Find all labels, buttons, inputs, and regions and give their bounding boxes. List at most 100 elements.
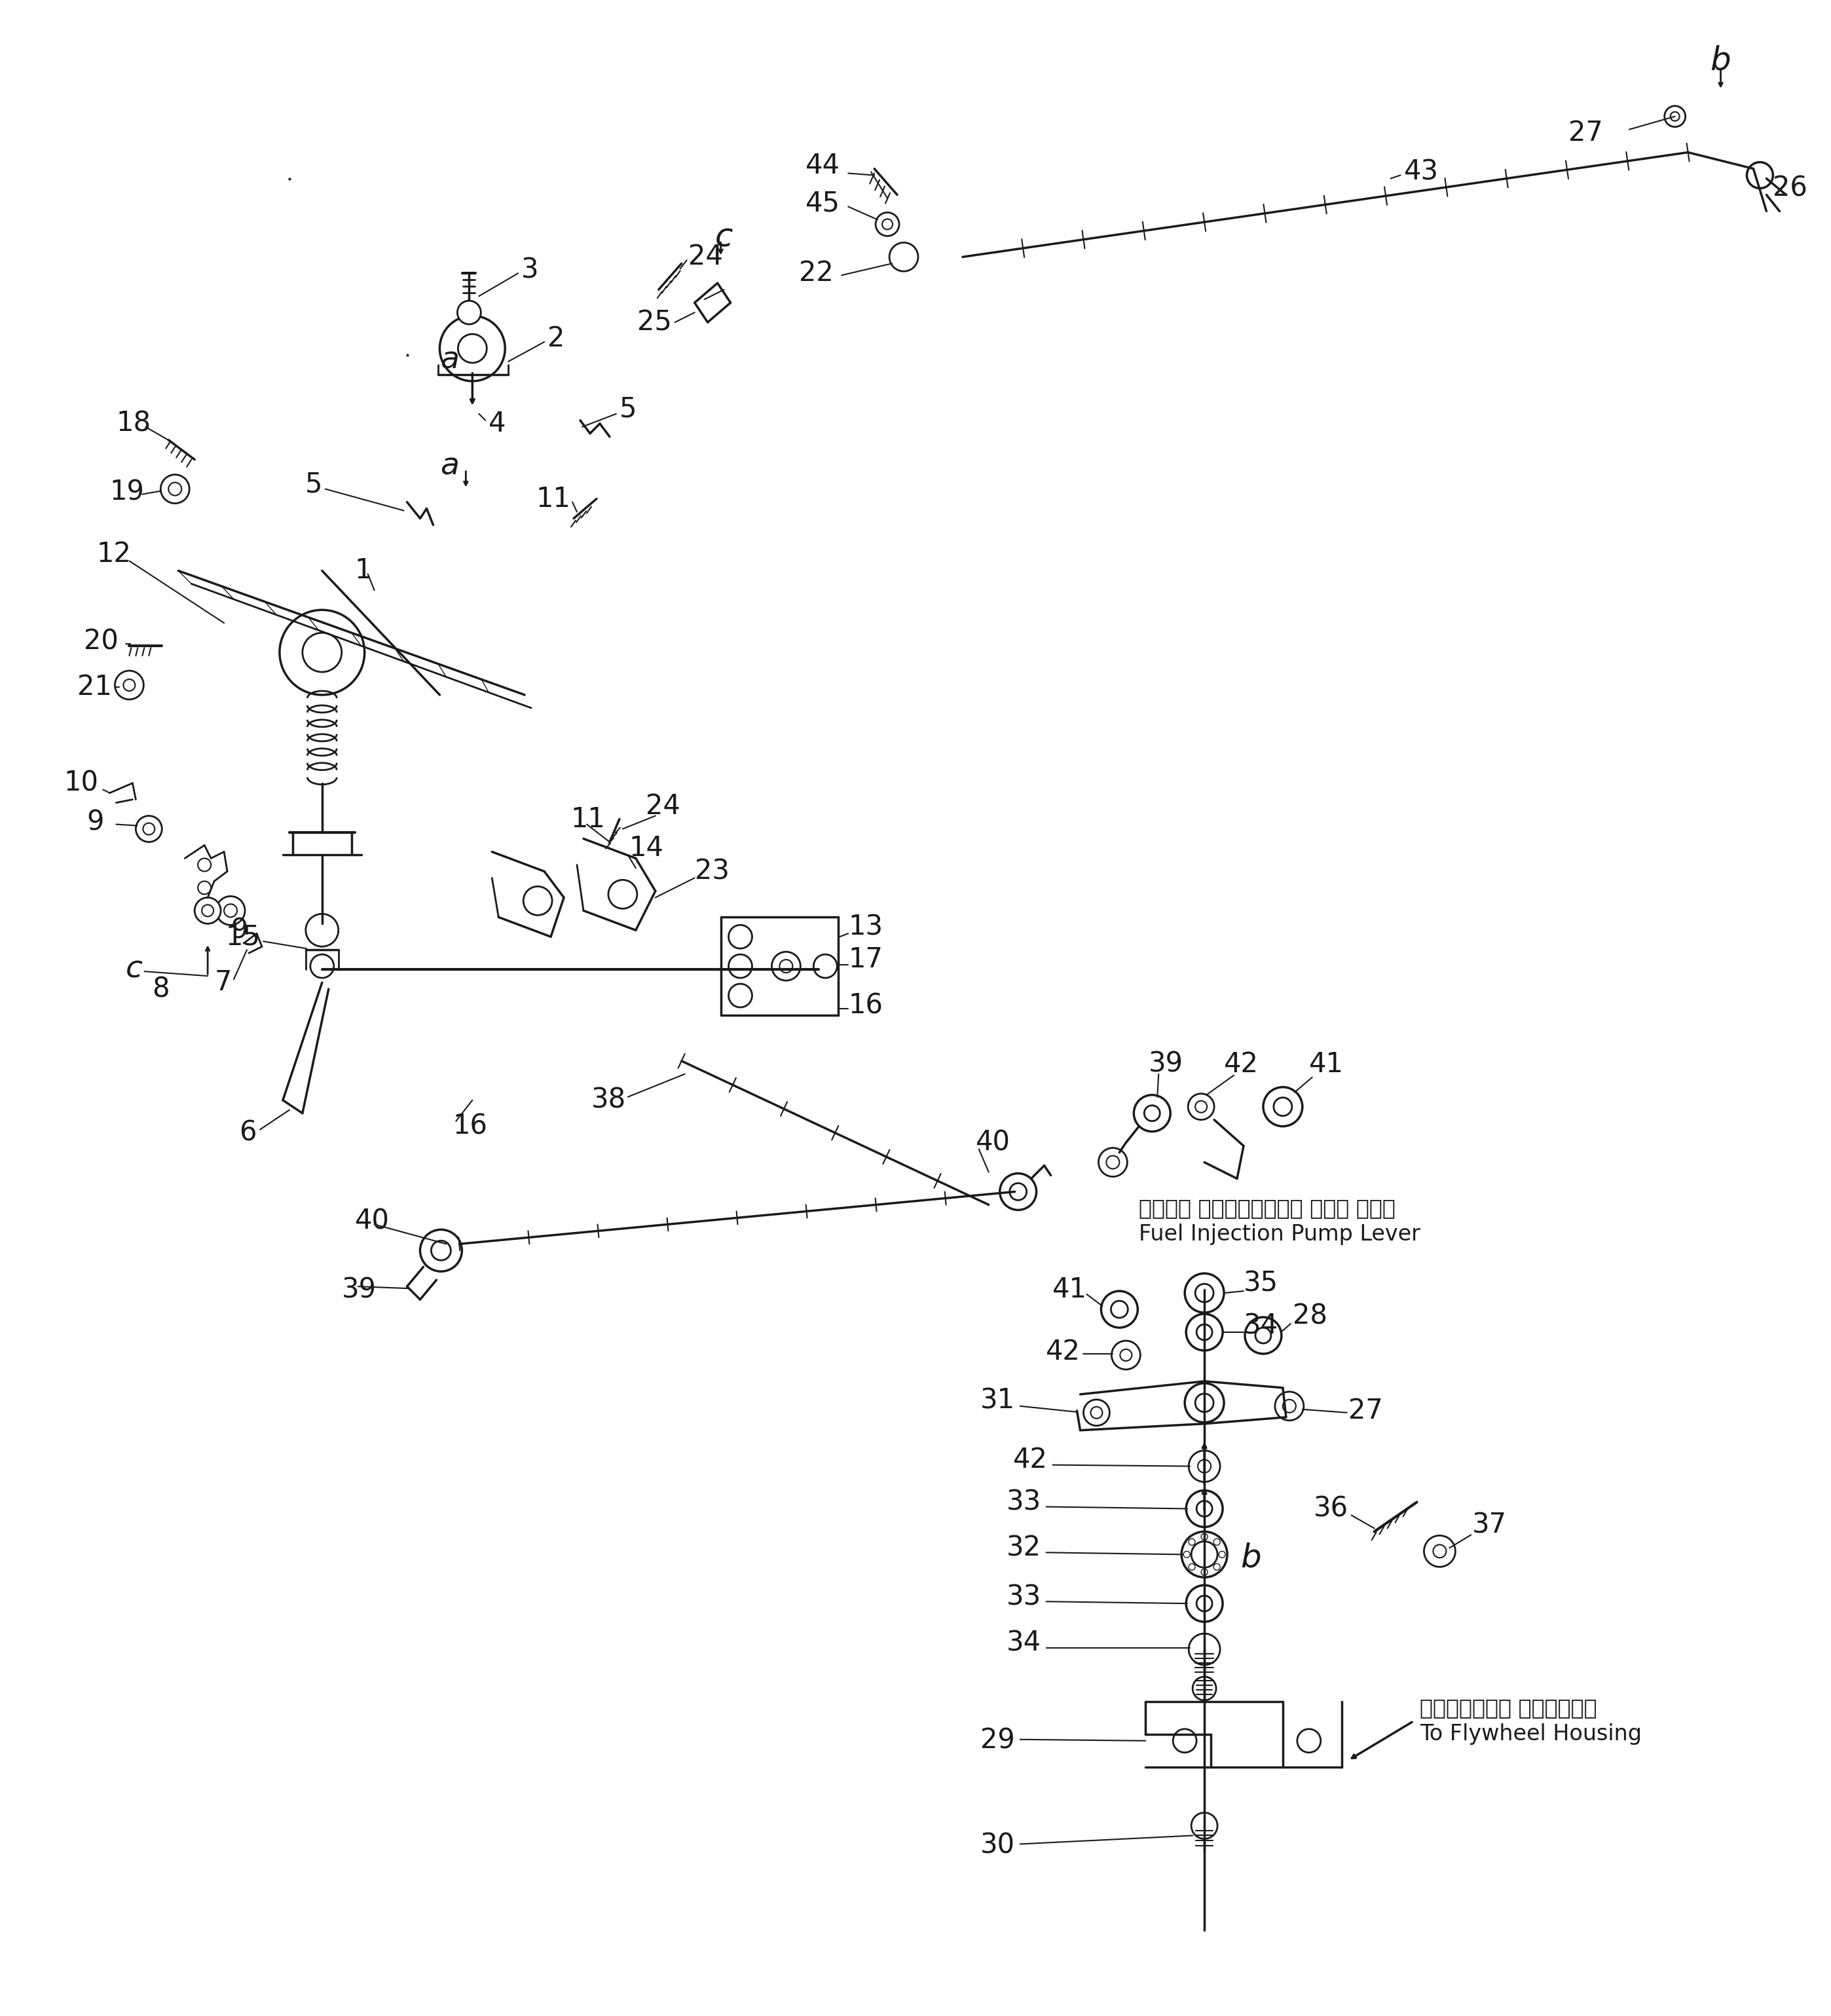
Text: b: b xyxy=(1240,1542,1262,1572)
Circle shape xyxy=(198,881,211,895)
Circle shape xyxy=(1274,1391,1304,1421)
Text: 17: 17 xyxy=(848,946,883,974)
Circle shape xyxy=(1133,1095,1170,1131)
Circle shape xyxy=(1196,1325,1212,1341)
Circle shape xyxy=(223,903,236,917)
Text: Fuel Injection Pump Lever: Fuel Injection Pump Lever xyxy=(1139,1224,1421,1246)
Circle shape xyxy=(1099,1147,1128,1177)
Text: 33: 33 xyxy=(1005,1488,1042,1516)
Text: c: c xyxy=(125,956,143,984)
Circle shape xyxy=(1196,1500,1212,1516)
Circle shape xyxy=(1144,1105,1159,1121)
Text: 41: 41 xyxy=(1053,1276,1088,1304)
Circle shape xyxy=(1274,1097,1293,1115)
Circle shape xyxy=(1185,1274,1223,1312)
Text: フライホイール ハウジングヘ: フライホイール ハウジングヘ xyxy=(1421,1697,1597,1720)
Circle shape xyxy=(432,1240,450,1260)
Circle shape xyxy=(1091,1407,1102,1419)
Circle shape xyxy=(201,905,214,917)
Circle shape xyxy=(1192,1812,1218,1839)
Circle shape xyxy=(1111,1341,1141,1369)
Circle shape xyxy=(309,954,333,978)
Circle shape xyxy=(1214,1538,1219,1544)
Text: 33: 33 xyxy=(1005,1583,1042,1611)
Text: 35: 35 xyxy=(1243,1270,1278,1296)
Text: 14: 14 xyxy=(630,835,665,863)
Text: 40: 40 xyxy=(976,1129,1011,1157)
Circle shape xyxy=(875,212,899,236)
Text: 45: 45 xyxy=(806,190,840,218)
Text: 22: 22 xyxy=(798,260,833,286)
Text: 1: 1 xyxy=(355,556,372,585)
Text: 15: 15 xyxy=(225,923,260,950)
Circle shape xyxy=(1214,1564,1219,1570)
Circle shape xyxy=(1183,1550,1190,1558)
Circle shape xyxy=(1174,1730,1196,1752)
Text: 43: 43 xyxy=(1404,157,1439,185)
Text: 11: 11 xyxy=(571,804,604,833)
Circle shape xyxy=(135,816,161,843)
Circle shape xyxy=(280,611,364,696)
Circle shape xyxy=(168,482,181,496)
Text: 18: 18 xyxy=(115,409,150,437)
Circle shape xyxy=(608,879,637,909)
Text: 32: 32 xyxy=(1007,1534,1042,1562)
Text: 38: 38 xyxy=(591,1087,626,1115)
Text: c: c xyxy=(714,222,732,254)
Text: 36: 36 xyxy=(1313,1496,1348,1522)
Circle shape xyxy=(1196,1101,1207,1113)
Text: a: a xyxy=(439,452,460,482)
Circle shape xyxy=(1188,1452,1219,1482)
Circle shape xyxy=(813,954,837,978)
Text: 5: 5 xyxy=(619,395,637,423)
Circle shape xyxy=(1263,1087,1302,1127)
Text: 41: 41 xyxy=(1309,1050,1344,1079)
Circle shape xyxy=(419,1230,461,1272)
Circle shape xyxy=(1197,1460,1210,1474)
Text: 28: 28 xyxy=(1293,1302,1327,1331)
Circle shape xyxy=(439,317,505,381)
Circle shape xyxy=(771,952,800,980)
Circle shape xyxy=(1188,1093,1214,1119)
Circle shape xyxy=(306,913,339,948)
Text: 37: 37 xyxy=(1472,1512,1507,1538)
Text: b: b xyxy=(1710,44,1730,77)
Text: 11: 11 xyxy=(536,486,571,512)
Circle shape xyxy=(1296,1730,1320,1752)
Circle shape xyxy=(729,954,753,978)
Text: 16: 16 xyxy=(848,992,883,1020)
Text: 40: 40 xyxy=(355,1208,390,1236)
Circle shape xyxy=(115,671,143,700)
Circle shape xyxy=(161,474,189,504)
Circle shape xyxy=(216,897,245,925)
Text: 39: 39 xyxy=(342,1276,377,1304)
Circle shape xyxy=(1000,1173,1036,1210)
Text: 27: 27 xyxy=(1348,1397,1382,1425)
Text: 10: 10 xyxy=(64,770,99,796)
Text: To Flywheel Housing: To Flywheel Housing xyxy=(1421,1724,1642,1746)
Text: 21: 21 xyxy=(77,673,112,702)
Circle shape xyxy=(1186,1314,1223,1351)
Text: 34: 34 xyxy=(1007,1629,1042,1657)
Text: 5: 5 xyxy=(304,470,322,498)
Circle shape xyxy=(1664,107,1685,127)
Circle shape xyxy=(1201,1534,1208,1540)
Circle shape xyxy=(780,960,793,972)
Circle shape xyxy=(1100,1290,1137,1329)
Circle shape xyxy=(1192,1677,1216,1699)
Circle shape xyxy=(1084,1399,1110,1425)
Text: 2: 2 xyxy=(547,325,564,353)
Circle shape xyxy=(1188,1633,1219,1665)
Circle shape xyxy=(1106,1155,1119,1169)
Text: 29: 29 xyxy=(980,1728,1014,1754)
Text: 31: 31 xyxy=(980,1387,1014,1415)
Circle shape xyxy=(729,984,753,1008)
Circle shape xyxy=(729,925,753,948)
Text: 9: 9 xyxy=(231,917,247,943)
Text: 9: 9 xyxy=(86,808,104,837)
Text: 16: 16 xyxy=(452,1113,487,1141)
Circle shape xyxy=(1181,1532,1227,1577)
Circle shape xyxy=(1425,1536,1456,1566)
Circle shape xyxy=(1670,111,1679,121)
Circle shape xyxy=(1196,1595,1212,1611)
